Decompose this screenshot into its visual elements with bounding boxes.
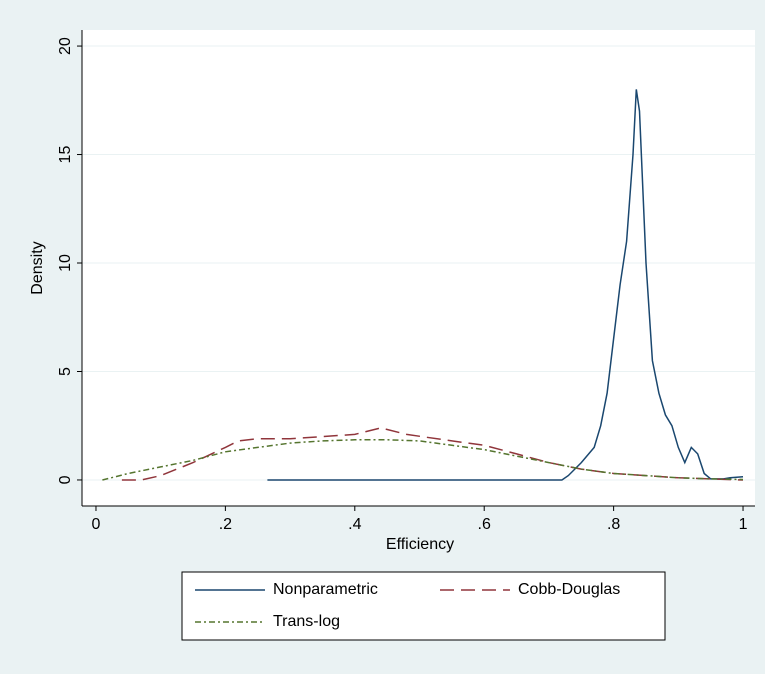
density-line [102, 439, 744, 481]
legend-label: Cobb-Douglas [518, 581, 620, 598]
y-tick-label: 0 [57, 475, 74, 484]
y-tick-label: 15 [57, 146, 74, 164]
x-axis-title: Efficiency [386, 536, 454, 553]
legend-label: Nonparametric [273, 581, 378, 598]
x-tick-label: .6 [478, 516, 491, 533]
y-axis-title: Density [29, 241, 46, 294]
x-tick-label: 1 [739, 516, 748, 533]
density-line [121, 427, 744, 481]
x-tick-label: 0 [92, 516, 101, 533]
x-tick-label: .8 [607, 516, 620, 533]
x-tick-label: .2 [219, 516, 232, 533]
density-line [267, 89, 744, 481]
y-tick-label: 10 [57, 254, 74, 272]
plot-area [82, 30, 755, 506]
x-tick-label: .4 [348, 516, 361, 533]
y-tick-label: 20 [57, 37, 74, 55]
legend-box [181, 571, 666, 641]
legend-label: Trans-log [273, 613, 340, 630]
y-tick-label: 5 [57, 367, 74, 376]
